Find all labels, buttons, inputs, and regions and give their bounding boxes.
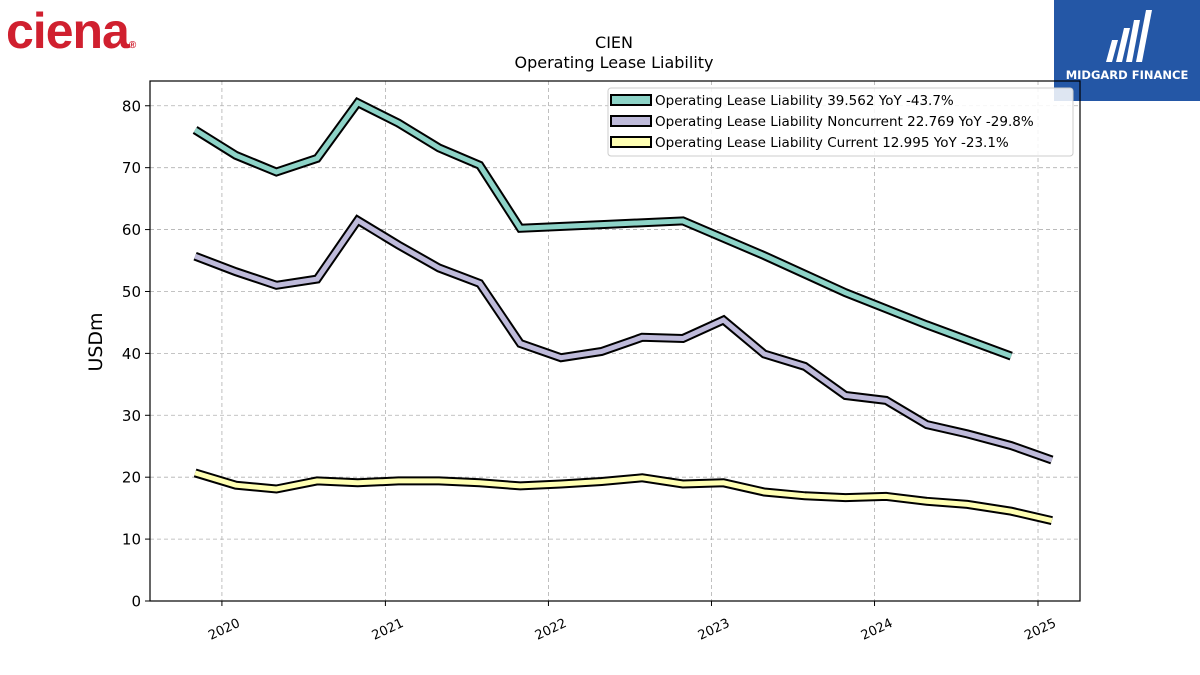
series-line	[192, 96, 1013, 361]
y-tick-label: 80	[122, 97, 141, 115]
y-tick-label: 20	[122, 469, 141, 487]
publisher-badge: MIDGARD FINANCE	[1054, 0, 1200, 101]
series-line-fill	[193, 99, 1013, 359]
legend-label: Operating Lease Liability Current 12.995…	[655, 135, 1009, 151]
y-tick-label: 10	[122, 531, 141, 549]
series-line-fill	[194, 216, 1053, 463]
chart-title: CIEN	[595, 33, 633, 52]
company-logo-text: ciena	[6, 3, 130, 59]
publisher-logo-icon	[1106, 10, 1152, 62]
series-layer	[192, 96, 1054, 525]
y-axis-label: USDm	[85, 312, 107, 371]
y-tick-label: 70	[122, 159, 141, 177]
x-tick-label: 2025	[1022, 616, 1058, 644]
x-tick-label: 2023	[696, 616, 732, 644]
legend-frame	[607, 87, 1074, 157]
legend-label: Operating Lease Liability 39.562 YoY -43…	[655, 93, 954, 109]
chart-subtitle: Operating Lease Liability	[514, 53, 713, 72]
axis-layer: 0 10 20 30 40 50 60 70 80 2020 2021 2022 2023 2024 202…	[122, 97, 1059, 643]
series-line-fill	[194, 470, 1053, 524]
y-tick-label: 50	[122, 283, 141, 301]
legend-swatch	[610, 94, 652, 106]
grid-layer	[150, 81, 1080, 602]
y-tick-label: 30	[122, 407, 141, 425]
trademark-mark: ®	[128, 40, 136, 51]
x-tick-label: 2024	[859, 616, 895, 644]
company-logo: ciena®	[6, 2, 136, 60]
x-tick-label: 2021	[370, 616, 406, 644]
y-tick-label: 60	[122, 221, 141, 239]
y-tick-label: 40	[122, 345, 141, 363]
legend-swatch	[610, 136, 652, 148]
legend-label: Operating Lease Liability Noncurrent 22.…	[655, 114, 1034, 130]
publisher-name: MIDGARD FINANCE	[1065, 68, 1189, 82]
x-tick-label: 2022	[533, 616, 569, 644]
series-line	[193, 468, 1053, 525]
x-tick-label: 2020	[206, 616, 242, 644]
legend: Operating Lease Liability 39.562 YoY -43…	[607, 87, 1074, 157]
series-line	[193, 214, 1054, 465]
legend-swatch	[610, 115, 652, 127]
plot-frame	[149, 80, 1081, 602]
y-tick-label: 0	[131, 593, 141, 611]
